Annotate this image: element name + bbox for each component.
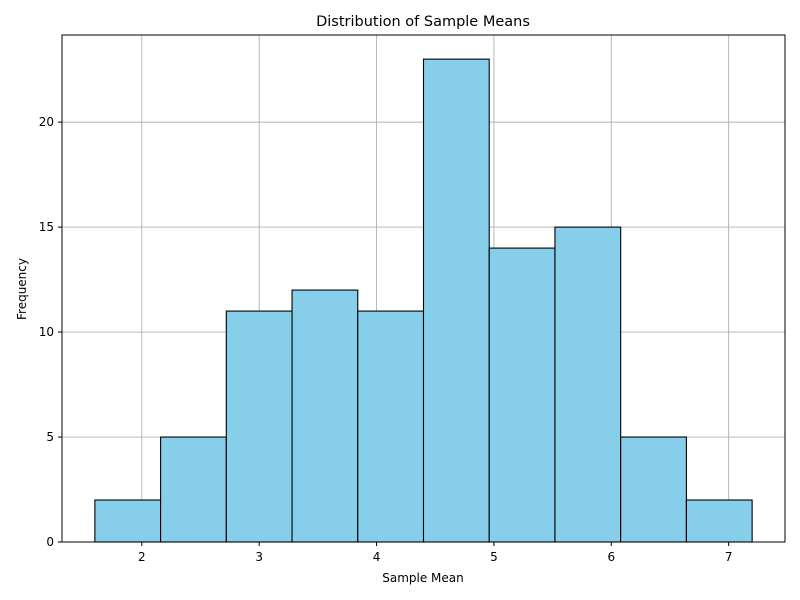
histogram-bar: [357, 310, 425, 543]
y-tick-label: 5: [46, 430, 54, 444]
x-tick-label: 4: [373, 550, 381, 564]
histogram-bar: [94, 499, 162, 543]
histogram-bar: [291, 289, 359, 543]
y-axis-ticks: 0 5 10 15 20: [39, 115, 62, 549]
histogram-bars: [94, 58, 753, 543]
y-tick-label: 20: [39, 115, 54, 129]
x-axis-ticks: 2 3 4 5 6 7: [138, 542, 732, 564]
x-tick-label: 2: [138, 550, 146, 564]
histogram-bar: [554, 226, 622, 543]
x-tick-label: 5: [490, 550, 498, 564]
x-axis-label: Sample Mean: [382, 571, 464, 585]
y-tick-label: 10: [39, 325, 54, 339]
histogram-bar: [160, 436, 227, 543]
chart-title: Distribution of Sample Means: [316, 14, 530, 30]
x-tick-label: 3: [255, 550, 263, 564]
histogram-bar: [620, 436, 687, 543]
y-tick-label: 0: [46, 535, 54, 549]
histogram-bar: [422, 58, 490, 543]
plot-frame: [61, 34, 786, 543]
histogram-bar: [488, 247, 556, 543]
histogram-bar: [225, 310, 293, 543]
y-tick-label: 15: [39, 220, 54, 234]
x-tick-label: 6: [607, 550, 615, 564]
histogram-bar: [685, 499, 753, 543]
x-tick-label: 7: [725, 550, 733, 564]
y-axis-label: Frequency: [15, 258, 29, 320]
axes: [61, 34, 786, 543]
